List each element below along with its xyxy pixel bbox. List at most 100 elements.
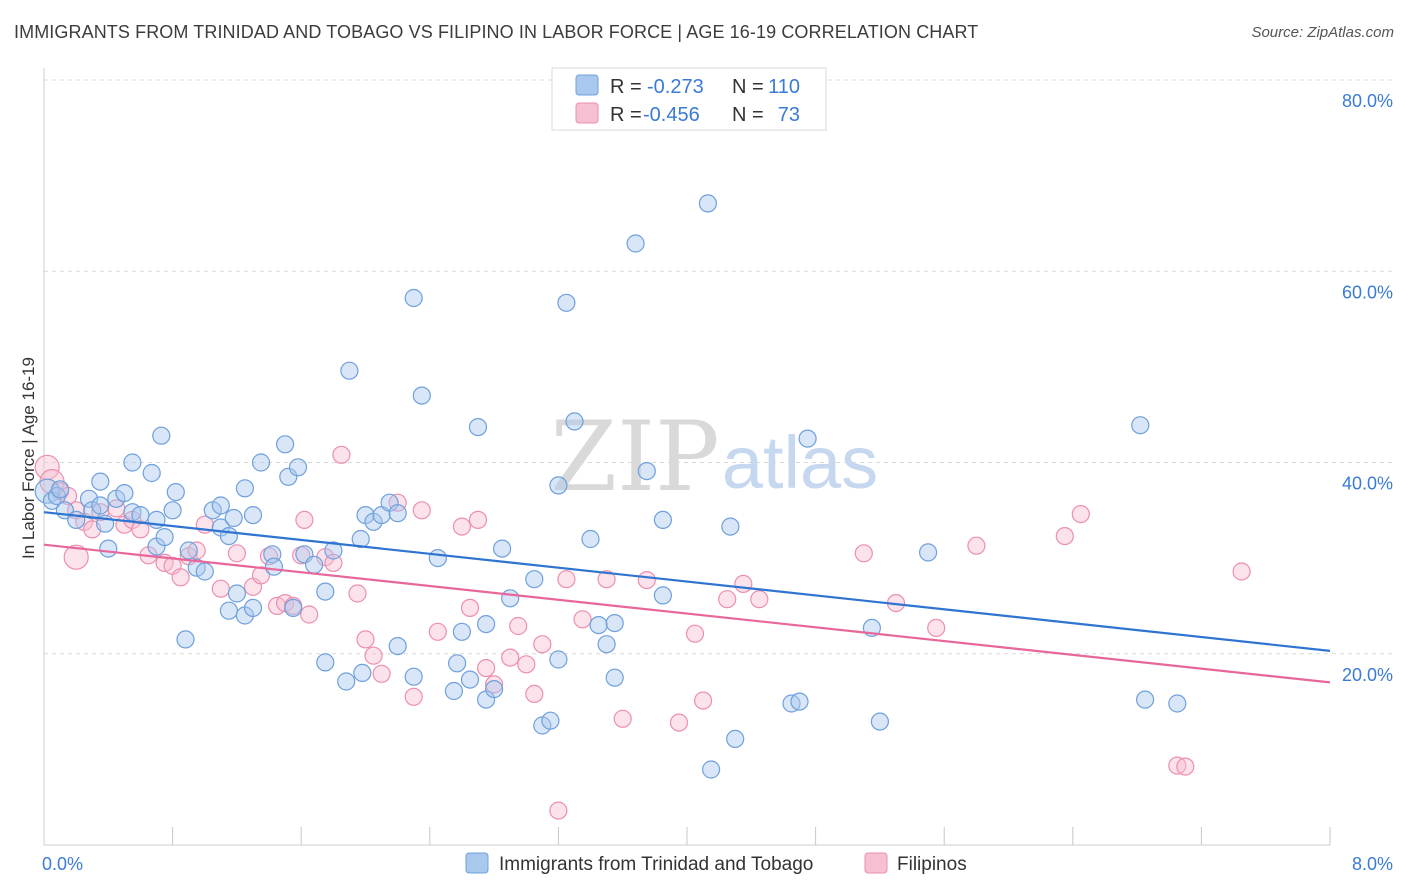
point-filipinos-30 (300, 605, 319, 624)
point-trinidad-67 (468, 418, 488, 437)
source-credit: Source: ZipAtlas.com (1251, 24, 1394, 41)
point-trinidad-63 (444, 681, 463, 701)
point-filipinos-56 (613, 709, 632, 728)
legend-r-label-1: R = (610, 76, 642, 98)
point-trinidad-31 (235, 479, 254, 498)
point-filipinos-54 (573, 610, 592, 629)
axes (43, 68, 1331, 846)
point-trinidad-77 (549, 476, 568, 495)
legend-n-label-1: N = (732, 76, 764, 98)
point-trinidad-3 (50, 480, 70, 499)
bottom-legend-swatch-blue (465, 852, 489, 874)
point-trinidad-6 (79, 489, 99, 508)
point-filipinos-12 (63, 544, 89, 570)
point-trinidad-70 (485, 679, 504, 699)
point-filipinos-69 (1071, 504, 1090, 524)
point-filipinos-48 (509, 616, 528, 636)
point-trinidad-22 (155, 527, 174, 547)
point-trinidad-30 (224, 508, 243, 528)
point-filipinos-55 (597, 570, 616, 589)
legend-n-value-1: 110 (768, 76, 800, 98)
point-trinidad-76 (549, 650, 568, 669)
point-trinidad-47 (324, 541, 343, 560)
point-trinidad-90 (701, 760, 721, 779)
point-trinidad-57 (388, 504, 407, 523)
point-filipinos-66 (927, 618, 946, 638)
point-filipinos-44 (468, 510, 488, 530)
y-tick-label-80: 80.0% (1342, 91, 1393, 111)
point-trinidad-75 (541, 711, 560, 730)
point-filipinos-41 (428, 622, 447, 641)
bottom-legend-label-blue: Immigrants from Trinidad and Tobago (499, 854, 813, 875)
point-filipinos-46 (485, 675, 504, 694)
point-trinidad-86 (637, 462, 656, 481)
point-filipinos-58 (669, 713, 689, 732)
point-trinidad-42 (264, 557, 283, 576)
point-filipinos-71 (1176, 757, 1195, 776)
point-trinidad-101 (1168, 694, 1187, 713)
trend-lines (43, 511, 1331, 684)
top-legend: R = -0.273 N = 110 R = -0.456 N = 73 (551, 67, 827, 131)
point-trinidad-84 (605, 613, 624, 633)
watermark-zip: ZIP (550, 401, 719, 513)
point-filipinos-52 (549, 801, 568, 820)
point-filipinos-32 (324, 553, 343, 573)
point-trinidad-36 (243, 598, 263, 618)
point-trinidad-97 (870, 712, 890, 731)
point-trinidad-19 (166, 483, 185, 502)
legend-r-label-2: R = (610, 104, 642, 126)
point-filipinos-51 (533, 635, 552, 654)
point-trinidad-95 (798, 429, 817, 448)
point-trinidad-34 (219, 601, 238, 620)
point-trinidad-94 (790, 692, 809, 711)
point-trinidad-48 (316, 653, 335, 672)
point-filipinos-43 (460, 598, 480, 618)
point-filipinos-72 (1232, 562, 1251, 581)
point-filipinos-67 (967, 536, 986, 555)
bottom-legend-label-pink: Filipinos (897, 854, 967, 875)
point-trinidad-39 (276, 435, 295, 454)
legend-swatch-pink (575, 102, 599, 124)
point-trinidad-71 (493, 539, 512, 558)
point-filipinos-16 (171, 568, 190, 587)
point-filipinos-21 (227, 544, 246, 563)
tick-labels: 20.0% 40.0% 60.0% 80.0% 0.0% 8.0% (42, 91, 1393, 874)
point-trinidad-23 (179, 541, 198, 560)
point-trinidad-66 (460, 670, 480, 689)
point-filipinos-29 (295, 510, 314, 530)
point-trinidad-83 (605, 668, 624, 687)
trend-line-trinidad (43, 511, 1331, 652)
point-filipinos-36 (364, 646, 383, 665)
point-trinidad-8 (91, 496, 110, 515)
point-trinidad-92 (726, 729, 745, 749)
point-trinidad-82 (597, 635, 616, 654)
point-filipinos-33 (332, 445, 351, 464)
point-filipinos-11 (131, 520, 150, 539)
point-trinidad-69 (477, 614, 496, 634)
point-trinidad-49 (340, 361, 359, 380)
point-filipinos-49 (517, 655, 536, 674)
point-trinidad-73 (525, 570, 544, 589)
point-trinidad-98 (918, 543, 938, 562)
point-filipinos-23 (251, 566, 271, 585)
point-trinidad-29 (219, 526, 238, 546)
point-trinidad-41 (288, 458, 308, 477)
point-trinidad-33 (227, 584, 246, 603)
point-trinidad-45 (305, 555, 324, 574)
point-trinidad-11 (115, 484, 134, 503)
point-trinidad-99 (1131, 416, 1150, 435)
point-trinidad-18 (152, 426, 171, 445)
bottom-legend-swatch-pink (864, 852, 888, 874)
chart-title: IMMIGRANTS FROM TRINIDAD AND TOBAGO VS F… (14, 22, 979, 42)
legend-r-value-1: -0.273 (647, 76, 704, 98)
point-trinidad-61 (404, 667, 423, 686)
point-filipinos-45 (477, 658, 496, 678)
point-filipinos-63 (750, 590, 769, 609)
legend-n-label-2: N = (732, 104, 764, 126)
point-trinidad-62 (428, 548, 447, 568)
point-trinidad-88 (653, 586, 673, 605)
point-trinidad-43 (284, 598, 303, 618)
point-trinidad-65 (452, 622, 471, 641)
point-filipinos-50 (525, 684, 544, 704)
point-trinidad-40 (279, 467, 298, 486)
